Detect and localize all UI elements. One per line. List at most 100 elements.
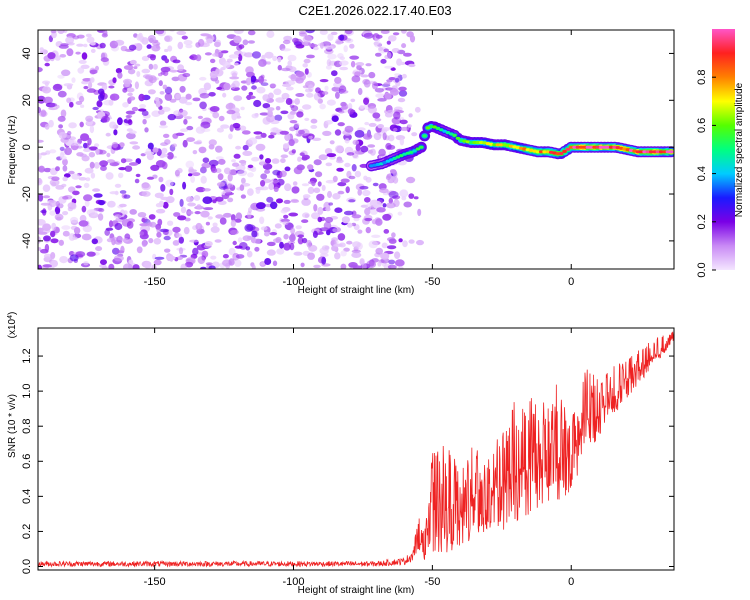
noise-speckle: [332, 228, 338, 233]
noise-speckle: [242, 150, 253, 156]
noise-speckle: [325, 162, 333, 167]
noise-speckle: [388, 35, 397, 42]
noise-speckle: [78, 59, 87, 64]
noise-speckle: [280, 209, 288, 214]
noise-speckle: [195, 222, 203, 231]
noise-speckle: [344, 30, 353, 35]
noise-speckle: [379, 188, 389, 194]
noise-speckle: [113, 255, 124, 262]
noise-speckle: [109, 191, 119, 195]
noise-speckle: [214, 239, 222, 243]
noise-speckle: [380, 30, 390, 34]
noise-speckle: [399, 119, 408, 125]
noise-speckle: [272, 169, 281, 176]
noise-speckle: [220, 124, 230, 129]
noise-speckle: [300, 262, 305, 268]
noise-speckle: [337, 233, 346, 241]
noise-speckle: [200, 175, 207, 184]
noise-speckle: [106, 152, 111, 158]
noise-speckle: [72, 190, 80, 196]
noise-speckle: [93, 162, 100, 169]
noise-speckle: [200, 121, 211, 129]
noise-speckle: [89, 69, 98, 75]
noise-speckle: [187, 210, 194, 215]
noise-speckle: [196, 244, 206, 251]
noise-speckle: [196, 204, 202, 210]
noise-speckle: [208, 159, 219, 167]
noise-speckle: [200, 33, 210, 37]
noise-speckle: [134, 63, 141, 67]
noise-speckle: [363, 79, 371, 88]
noise-speckle: [71, 173, 81, 180]
noise-speckle: [373, 132, 382, 141]
signal-blob: [668, 150, 674, 154]
noise-speckle: [222, 254, 229, 259]
noise-speckle: [150, 164, 160, 171]
signal-blob: [422, 134, 427, 138]
colorbar-gradient: [712, 29, 735, 270]
signal-blob: [455, 136, 461, 140]
noise-speckle: [334, 207, 343, 213]
noise-speckle: [155, 223, 162, 230]
noise-speckle: [228, 258, 235, 266]
noise-speckle: [95, 148, 100, 156]
noise-speckle: [256, 202, 266, 210]
noise-speckle: [185, 93, 192, 100]
noise-speckle: [51, 222, 57, 231]
noise-speckle: [134, 178, 140, 184]
noise-speckle: [386, 51, 392, 59]
noise-speckle: [163, 133, 170, 138]
noise-speckle: [247, 137, 258, 145]
noise-speckle: [154, 256, 165, 260]
noise-speckle: [373, 200, 382, 209]
snr-panel: -150 -100 -50 0 0.0 0.2 0.4 0.6 0.8 1.0 1.2 Heigh…: [7, 312, 675, 596]
noise-speckle: [326, 59, 332, 67]
signal-blob: [469, 140, 474, 145]
noise-speckle: [178, 247, 184, 255]
noise-speckle: [281, 48, 291, 52]
colorbar-tick-label: 0.0: [696, 262, 708, 277]
noise-speckle: [289, 111, 296, 115]
signal-blob: [602, 145, 607, 149]
noise-speckle: [195, 42, 201, 48]
noise-speckle: [237, 169, 248, 177]
noise-speckle: [242, 235, 252, 242]
y-tick-label: 0.4: [21, 489, 33, 504]
noise-speckle: [195, 126, 206, 134]
noise-speckle: [335, 91, 340, 99]
noise-speckle: [333, 82, 343, 88]
noise-speckle: [364, 217, 373, 222]
noise-speckle: [401, 30, 407, 34]
noise-speckle: [244, 223, 254, 232]
noise-speckle: [100, 57, 109, 63]
noise-speckle: [117, 72, 123, 79]
signal-blob: [638, 150, 644, 154]
noise-speckle: [271, 158, 280, 164]
noise-speckle: [208, 92, 216, 97]
noise-speckle: [319, 103, 326, 110]
noise-speckle: [321, 256, 327, 265]
noise-speckle: [42, 184, 51, 192]
noise-speckle: [142, 74, 153, 79]
noise-speckle: [374, 118, 382, 122]
noise-speckle: [119, 142, 125, 148]
noise-speckle: [114, 214, 122, 219]
noise-speckle: [333, 243, 343, 247]
x-tick-label: -150: [144, 276, 166, 288]
noise-speckle: [65, 36, 74, 45]
noise-speckle: [151, 44, 161, 52]
noise-speckle: [190, 175, 196, 183]
noise-speckle: [70, 203, 77, 210]
noise-speckle: [274, 114, 283, 122]
noise-speckle: [158, 200, 164, 207]
noise-speckle: [57, 203, 64, 209]
noise-speckle: [57, 115, 66, 122]
x-tick-label: 0: [568, 276, 574, 288]
noise-speckle: [287, 54, 297, 62]
signal-blob: [558, 151, 564, 156]
noise-speckle: [376, 207, 386, 213]
noise-speckle: [280, 110, 289, 115]
noise-speckle: [275, 236, 282, 243]
noise-speckle: [38, 231, 48, 235]
signal-blob: [409, 150, 414, 154]
